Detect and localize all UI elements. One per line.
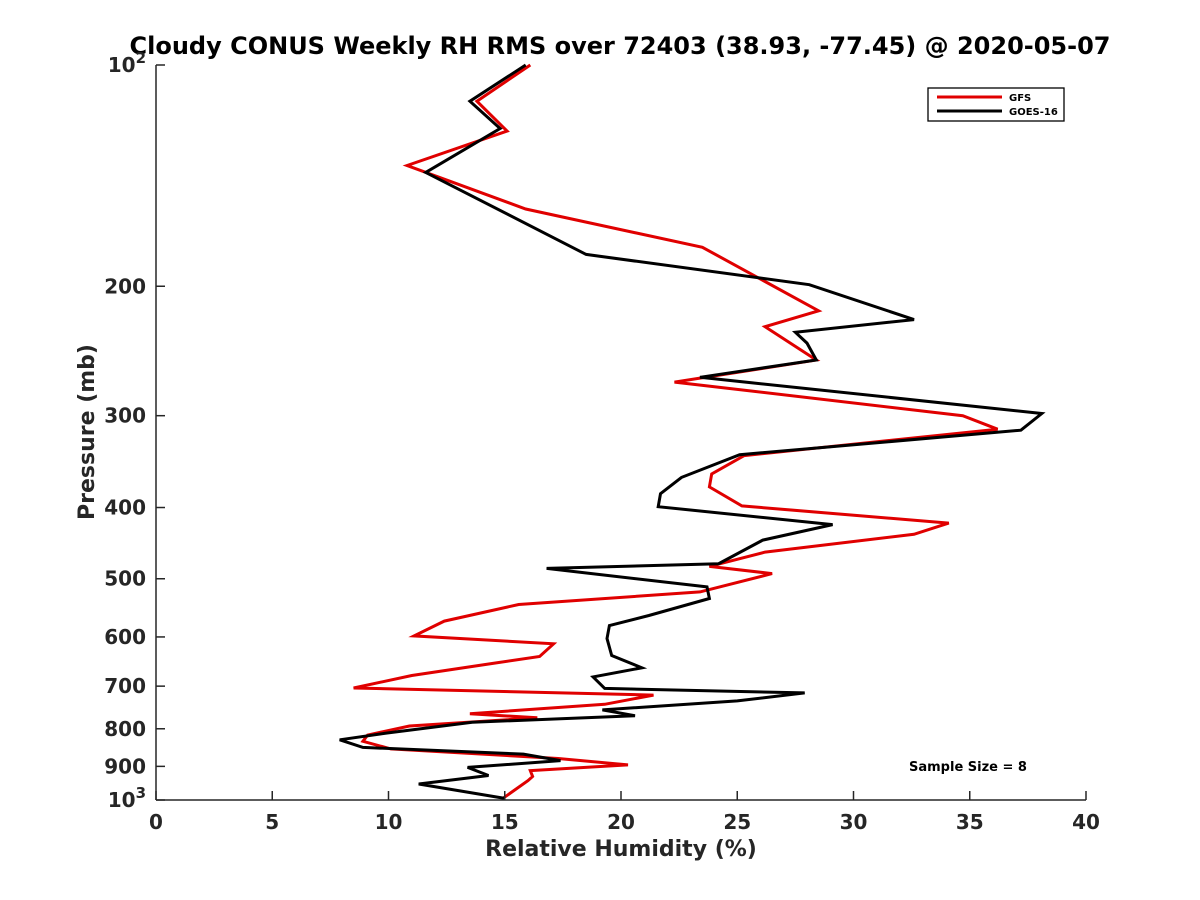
legend: GFS GOES-16 — [927, 87, 1065, 122]
legend-box — [927, 87, 1065, 122]
x-tick-label: 0 — [149, 810, 163, 834]
x-tick-label: 15 — [491, 810, 519, 834]
x-tick-label: 30 — [840, 810, 868, 834]
y-ticks: 102 200 300 400 500 600 700 800 900 103 — [104, 49, 165, 812]
series-line-goes-16 — [339, 63, 1046, 800]
x-ticks: 0 5 10 15 20 25 30 35 40 — [149, 791, 1100, 834]
y-tick-label: 400 — [104, 496, 146, 520]
legend-label: GOES-16 — [1009, 107, 1058, 118]
y-tick-label: 300 — [104, 404, 146, 428]
y-tick-label: 600 — [104, 625, 146, 649]
plot-area: 0 5 10 15 20 25 30 35 40 102 200 300 400 500 600 700 80… — [104, 49, 1100, 834]
x-tick-label: 40 — [1072, 810, 1100, 834]
x-tick-label: 20 — [607, 810, 635, 834]
sample-size-note: Sample Size = 8 — [909, 760, 1027, 775]
y-tick-label: 800 — [104, 717, 146, 741]
x-tick-label: 25 — [723, 810, 751, 834]
y-tick-label: 103 — [108, 784, 146, 812]
y-tick-label: 700 — [104, 674, 146, 698]
y-tick-label: 900 — [104, 754, 146, 778]
series-layer — [339, 63, 1046, 800]
legend-items: GFS GOES-16 — [937, 93, 1058, 118]
chart-title: Cloudy CONUS Weekly RH RMS over 72403 (3… — [130, 32, 1111, 60]
x-tick-label: 35 — [956, 810, 984, 834]
x-tick-label: 10 — [375, 810, 403, 834]
series-line-gfs — [353, 63, 999, 800]
y-axis-label: Pressure (mb) — [75, 344, 100, 520]
x-axis-label: Relative Humidity (%) — [485, 837, 757, 862]
y-tick-label: 500 — [104, 567, 146, 591]
x-tick-label: 5 — [265, 810, 279, 834]
legend-label: GFS — [1009, 93, 1031, 104]
y-tick-label: 200 — [104, 274, 146, 298]
y-tick-label: 102 — [108, 49, 146, 77]
